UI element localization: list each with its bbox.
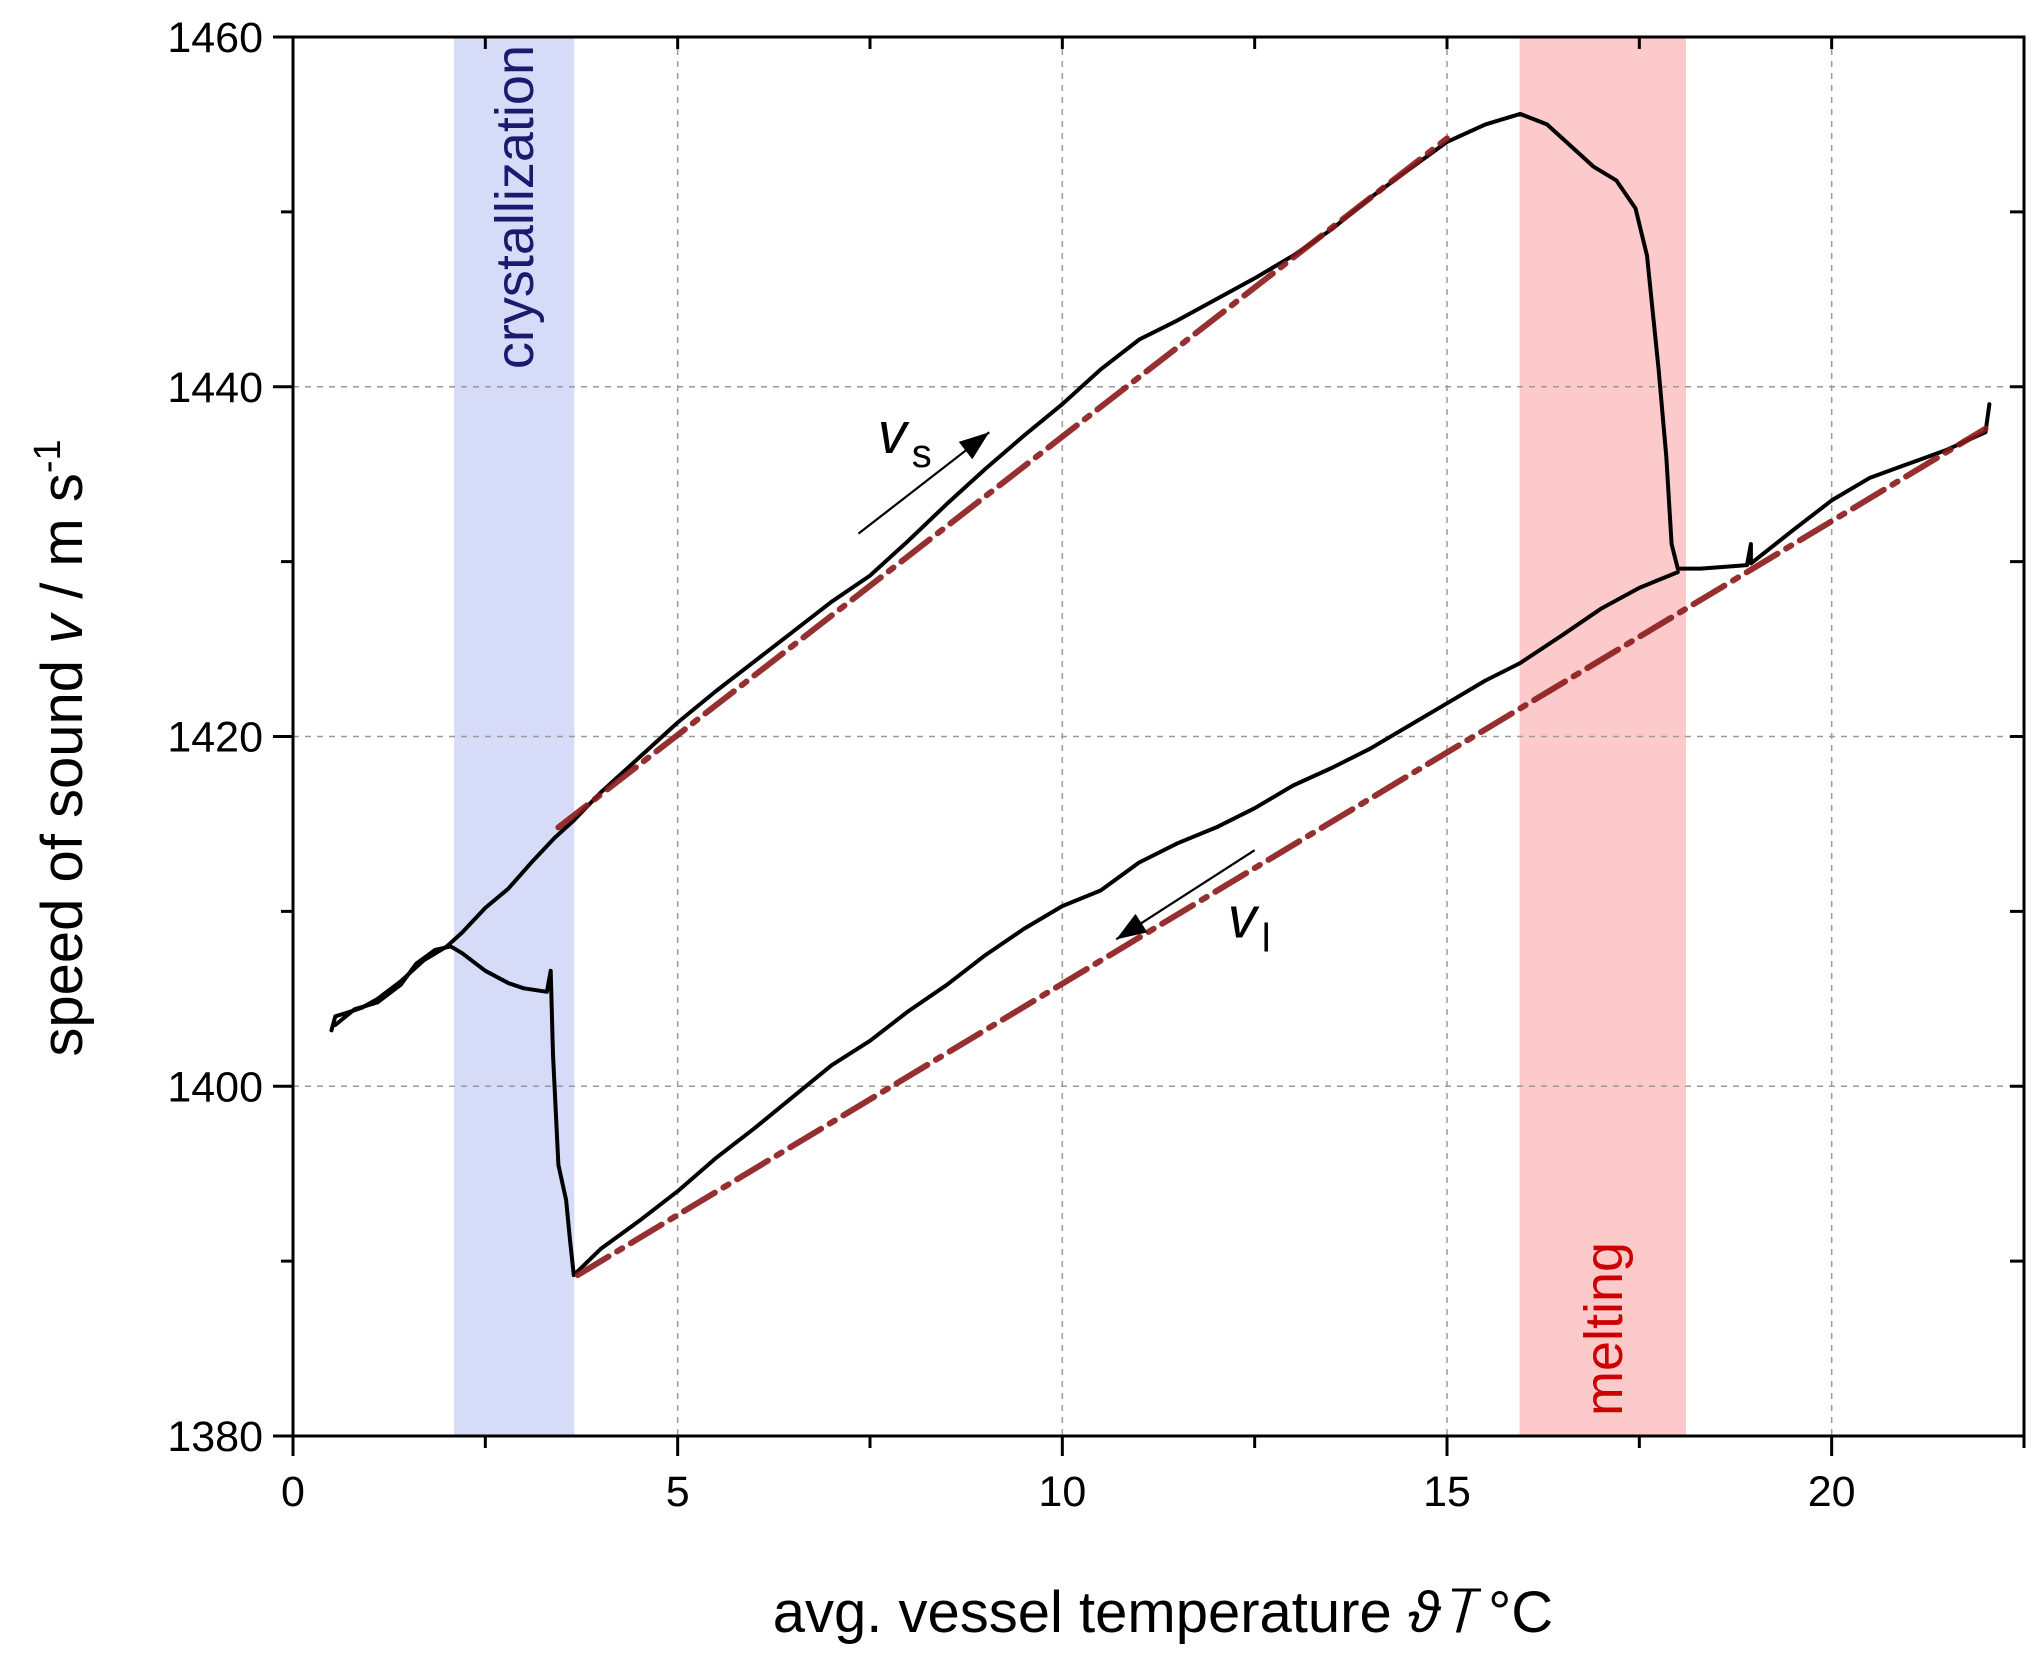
tick-labels: 0 5 10 15 20 1380 1400 1420 1440 1460 [167, 14, 1855, 1516]
shaded-bands: crystallization melting [454, 36, 1686, 1437]
annotation-arrowhead-1 [1116, 913, 1148, 940]
y-axis-title-unit-sup: -1 [27, 439, 69, 473]
y-tick-label-4: 1460 [167, 14, 263, 62]
x-tick-label-3: 15 [1423, 1468, 1471, 1516]
grid-lines [293, 37, 2024, 1436]
annotation-subscript-1: l [1262, 917, 1271, 961]
annotations: v sv l [857, 401, 1271, 961]
axis-ticks [273, 35, 2026, 1456]
y-tick-label-2: 1420 [167, 714, 263, 762]
y-tick-label-1: 1400 [167, 1063, 263, 1111]
band-label-0: crystallization [485, 45, 545, 369]
y-tick-label-0: 1380 [167, 1413, 263, 1461]
x-axis-title: avg. vessel temperature ϑ / °C [773, 1580, 1553, 1645]
x-tick-label-2: 10 [1038, 1468, 1086, 1516]
y-axis-title-symbol: v [30, 612, 95, 644]
series-0-measured [329, 111, 1992, 1033]
annotation-label-0: v [878, 401, 910, 466]
y-axis-title-unit: / m s [30, 473, 95, 615]
band-label-1: melting [1574, 1242, 1634, 1416]
y-axis-title: speed of sound v / m s-1 [27, 439, 95, 1056]
series-2-fit [555, 135, 1450, 831]
x-axis-title-symbol: ϑ [1408, 1580, 1442, 1645]
y-tick-label-3: 1440 [167, 364, 263, 412]
data-series [329, 111, 1992, 1279]
y-axis-title-main: speed of sound [30, 644, 95, 1057]
x-tick-label-1: 5 [666, 1468, 690, 1516]
series-3-fit [574, 425, 1989, 1279]
x-axis-title-main: avg. vessel temperature [773, 1580, 1408, 1645]
annotation-label-1: v [1228, 886, 1260, 951]
x-tick-label-4: 20 [1808, 1468, 1856, 1516]
x-tick-label-0: 0 [281, 1468, 305, 1516]
series-1-measured [333, 570, 1680, 1278]
annotation-subscript-0: s [912, 432, 932, 476]
annotation-arrowhead-0 [958, 432, 990, 460]
